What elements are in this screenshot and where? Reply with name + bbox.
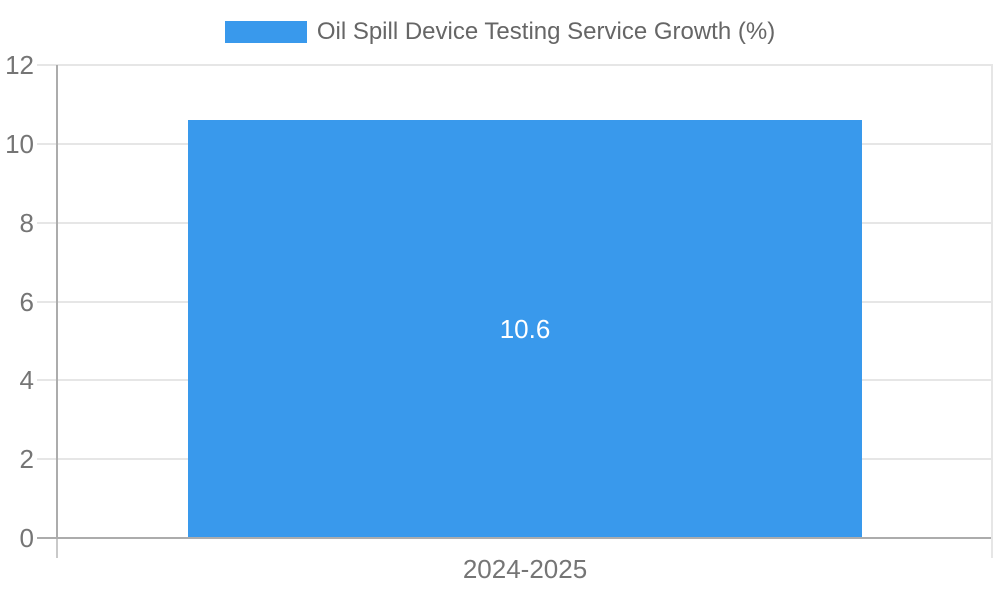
y-tick-label-4: 4	[19, 365, 34, 396]
x-tick-label: 2024-2025	[462, 554, 588, 584]
y-axis-line	[56, 65, 58, 538]
gridline-y-12	[37, 64, 993, 66]
y-tick-label-8: 8	[19, 207, 34, 238]
legend[interactable]: Oil Spill Device Testing Service Growth …	[0, 18, 1000, 46]
y-axis-tick-tail	[56, 539, 58, 558]
right-boundary-gridline	[991, 65, 993, 558]
y-tick-label-2: 2	[19, 444, 34, 475]
y-tick-label-10: 10	[5, 128, 34, 159]
bar[interactable]: 10.6	[188, 120, 862, 538]
x-axis-line	[37, 537, 993, 539]
y-tick-label-0: 0	[19, 523, 34, 553]
legend-label: Oil Spill Device Testing Service Growth …	[316, 18, 776, 45]
y-tick-label-12: 12	[5, 50, 34, 80]
bar-value-label: 10.6	[499, 314, 551, 344]
y-tick-label-6: 6	[19, 286, 34, 317]
legend-swatch	[224, 21, 307, 43]
